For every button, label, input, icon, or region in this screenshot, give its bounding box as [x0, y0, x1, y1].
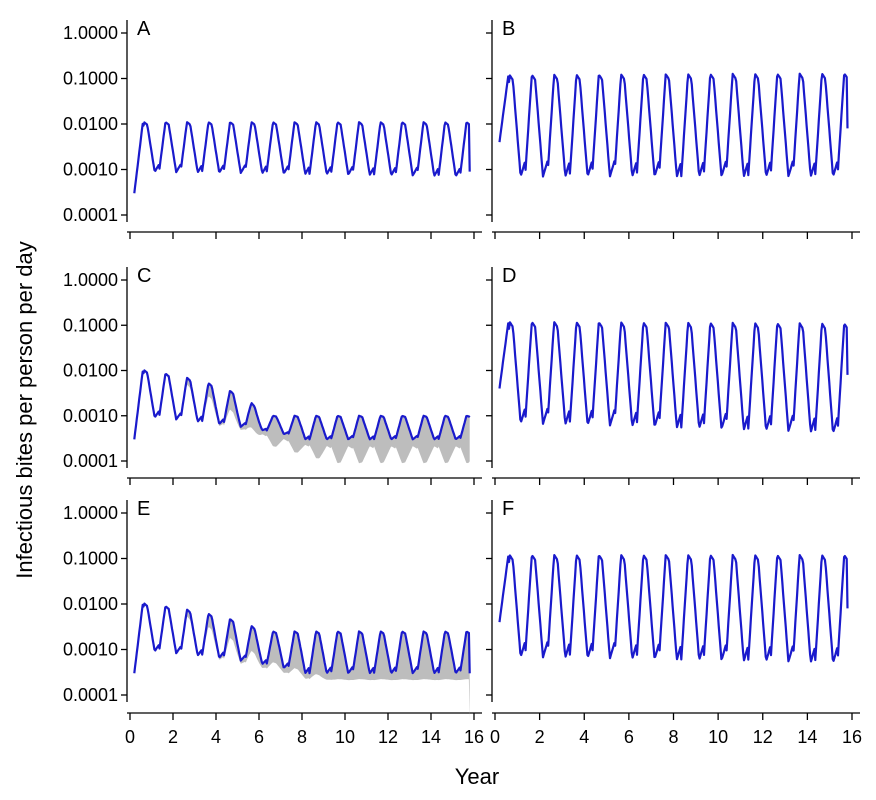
- x-tick-label: 6: [624, 727, 634, 747]
- x-tick-label: 2: [535, 727, 545, 747]
- series-line: [498, 72, 849, 178]
- series-line: [498, 553, 849, 663]
- y-tick-label: 0.1000: [63, 549, 118, 569]
- x-tick-label: 4: [211, 727, 221, 747]
- x-tick-label: 10: [335, 727, 355, 747]
- series-line: [133, 602, 471, 675]
- x-tick-label: 10: [708, 727, 728, 747]
- x-tick-label: 16: [464, 727, 484, 747]
- panel-letter: D: [502, 265, 516, 287]
- y-tick-label: 1.0000: [63, 23, 118, 43]
- y-tick-label: 0.0100: [63, 594, 118, 614]
- x-tick-label: 12: [753, 727, 773, 747]
- series-line: [133, 369, 471, 441]
- y-tick-label: 0.0010: [63, 640, 118, 660]
- y-tick-label: 0.1000: [63, 69, 118, 89]
- series-line: [133, 121, 471, 194]
- panel-d: D: [486, 265, 860, 485]
- uncertainty-band: [134, 370, 470, 464]
- x-tick-label: 8: [668, 727, 678, 747]
- y-tick-label: 0.0010: [63, 406, 118, 426]
- panel-f: 0 2 4 6 8 10 12 14 16 F: [486, 498, 862, 747]
- x-axis-title: Year: [455, 764, 499, 789]
- x-tick-label: 0: [490, 727, 500, 747]
- x-tick-label: 12: [378, 727, 398, 747]
- y-tick-label: 0.0100: [63, 361, 118, 381]
- x-tick-label: 14: [797, 727, 817, 747]
- panel-letter: A: [137, 18, 151, 40]
- series-line: [498, 321, 849, 433]
- panel-c: 0.0001 0.0010 0.0100 0.1000 1.0000 C: [63, 265, 482, 485]
- x-tick-label: 14: [421, 727, 441, 747]
- y-tick-label: 1.0000: [63, 503, 118, 523]
- y-tick-label: 0.0010: [63, 160, 118, 180]
- panel-e: 0.0001 0.0010 0.0100 0.1000 1.0000 0 2 4 6 8 10 12 1…: [63, 498, 484, 747]
- y-tick-label: 0.1000: [63, 315, 118, 335]
- panel-letter: B: [502, 18, 515, 40]
- y-tick-label: 0.0001: [63, 685, 118, 705]
- y-tick-label: 0.0001: [63, 451, 118, 471]
- panel-a: 0.0001 0.0010 0.0100 0.1000 1.0000 A: [63, 18, 482, 239]
- x-tick-label: 0: [125, 727, 135, 747]
- y-tick-label: 1.0000: [63, 270, 118, 290]
- x-tick-label: 4: [579, 727, 589, 747]
- y-axis-title: Infectious bites per person per day: [12, 241, 37, 579]
- panel-b: B: [486, 18, 860, 239]
- panel-letter: F: [502, 498, 514, 520]
- y-tick-label: 0.0100: [63, 114, 118, 134]
- x-tick-label: 2: [168, 727, 178, 747]
- y-tick-label: 0.0001: [63, 205, 118, 225]
- x-tick-label: 16: [842, 727, 862, 747]
- x-tick-label: 8: [297, 727, 307, 747]
- x-tick-label: 6: [254, 727, 264, 747]
- panel-letter: E: [137, 498, 150, 520]
- panel-letter: C: [137, 265, 151, 287]
